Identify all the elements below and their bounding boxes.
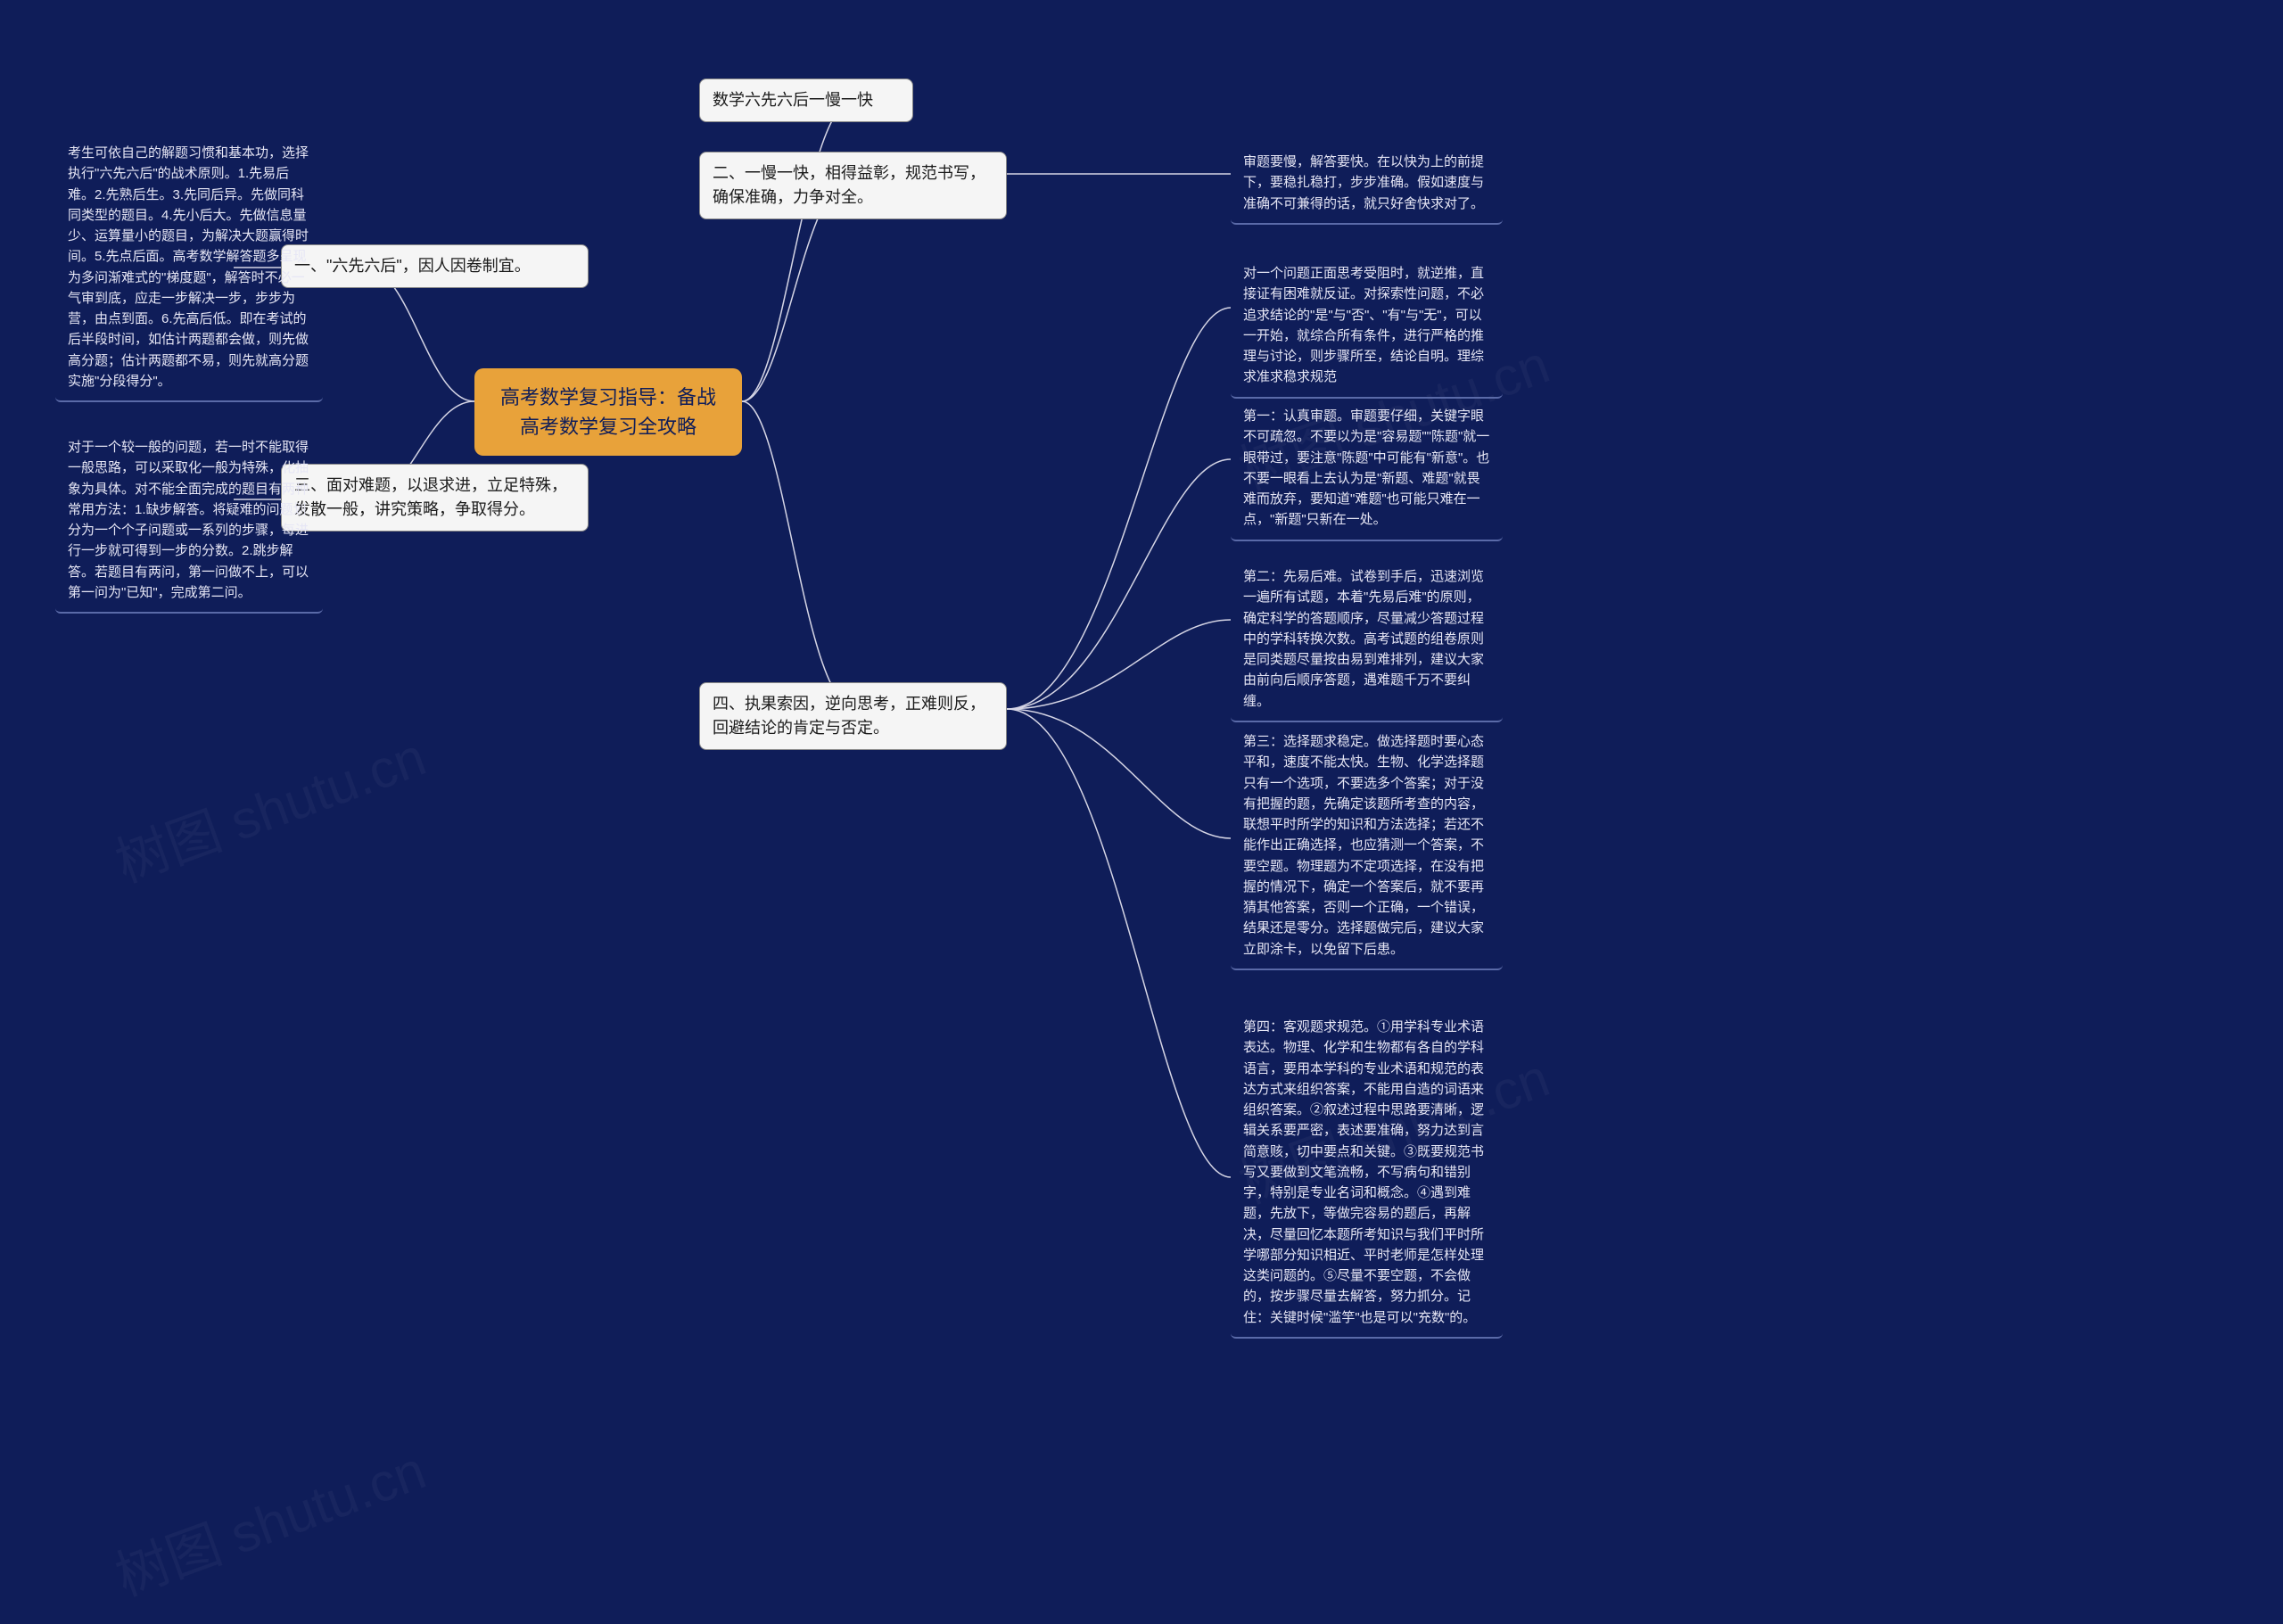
leaf-node: 第二：先易后难。试卷到手后，迅速浏览一遍所有试题，本着"先易后难"的原则，确定科…: [1231, 557, 1503, 722]
leaf-text: 第二：先易后难。试卷到手后，迅速浏览一遍所有试题，本着"先易后难"的原则，确定科…: [1243, 569, 1484, 709]
leaf-text: 第四：客观题求规范。①用学科专业术语表达。物理、化学和生物都有各自的学科语言，要…: [1243, 1019, 1484, 1325]
branch-node-1: 一、"六先六后"，因人因卷制宜。: [281, 244, 589, 288]
leaf-text: 对一个问题正面思考受阻时，就逆推，直接证有困难就反证。对探索性问题，不必追求结论…: [1243, 266, 1484, 384]
root-node: 高考数学复习指导：备战高考数学复习全攻略: [474, 368, 742, 456]
leaf-node: 考生可依自己的解题习惯和基本功，选择执行"六先六后"的战术原则。1.先易后难。2…: [55, 134, 323, 402]
leaf-node: 第四：客观题求规范。①用学科专业术语表达。物理、化学和生物都有各自的学科语言，要…: [1231, 1008, 1503, 1339]
leaf-node: 对一个问题正面思考受阻时，就逆推，直接证有困难就反证。对探索性问题，不必追求结论…: [1231, 254, 1503, 399]
branch-label: 数学六先六后一慢一快: [713, 91, 873, 109]
leaf-text: 第一：认真审题。审题要仔细，关键字眼不可疏忽。不要以为是"容易题""陈题"就一眼…: [1243, 408, 1489, 527]
leaf-node: 审题要慢，解答要快。在以快为上的前提下，要稳扎稳打，步步准确。假如速度与准确不可…: [1231, 143, 1503, 225]
leaf-node: 对于一个较一般的问题，若一时不能取得一般思路，可以采取化一般为特殊，化抽象为具体…: [55, 428, 323, 614]
leaf-text: 对于一个较一般的问题，若一时不能取得一般思路，可以采取化一般为特殊，化抽象为具体…: [68, 440, 309, 600]
watermark: 树图 shutu.cn: [103, 713, 434, 897]
branch-node-3: 三、面对难题，以退求进，立足特殊，发散一般，讲究策略，争取得分。: [281, 464, 589, 532]
leaf-node: 第一：认真审题。审题要仔细，关键字眼不可疏忽。不要以为是"容易题""陈题"就一眼…: [1231, 397, 1503, 541]
root-label: 高考数学复习指导：备战高考数学复习全攻略: [500, 386, 716, 438]
branch-node-top: 数学六先六后一慢一快: [699, 78, 913, 122]
leaf-text: 审题要慢，解答要快。在以快为上的前提下，要稳扎稳打，步步准确。假如速度与准确不可…: [1243, 154, 1484, 211]
branch-label: 一、"六先六后"，因人因卷制宜。: [294, 257, 531, 275]
branch-node-2: 二、一慢一快，相得益彰，规范书写，确保准确，力争对全。: [699, 152, 1007, 219]
branch-node-4: 四、执果索因，逆向思考，正难则反，回避结论的肯定与否定。: [699, 682, 1007, 750]
branch-label: 四、执果索因，逆向思考，正难则反，回避结论的肯定与否定。: [713, 695, 985, 737]
leaf-text: 第三：选择题求稳定。做选择题时要心态平和，速度不能太快。生物、化学选择题只有一个…: [1243, 734, 1484, 957]
watermark: 树图 shutu.cn: [103, 1427, 434, 1611]
leaf-text: 考生可依自己的解题习惯和基本功，选择执行"六先六后"的战术原则。1.先易后难。2…: [68, 145, 309, 389]
leaf-node: 第三：选择题求稳定。做选择题时要心态平和，速度不能太快。生物、化学选择题只有一个…: [1231, 722, 1503, 970]
branch-label: 三、面对难题，以退求进，立足特殊，发散一般，讲究策略，争取得分。: [294, 476, 567, 518]
branch-label: 二、一慢一快，相得益彰，规范书写，确保准确，力争对全。: [713, 164, 985, 206]
